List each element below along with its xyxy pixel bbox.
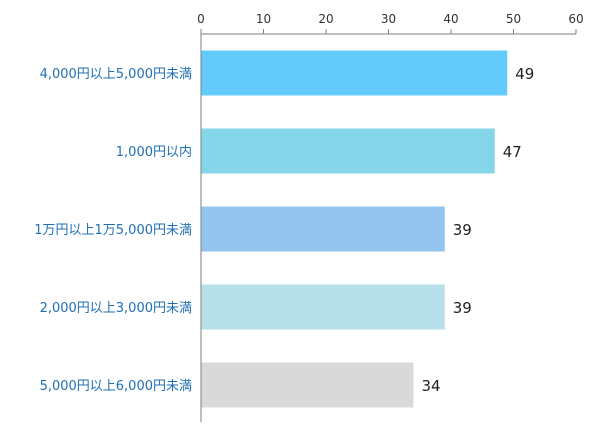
x-tick-label: 20 <box>318 12 333 26</box>
bar <box>201 206 445 252</box>
category-label: 1,000円以内 <box>116 144 192 160</box>
x-tick-label: 30 <box>381 12 396 26</box>
labels: 4,000円以上5,000円未満 49 1,000円以内 47 1万円以上1万5,000… <box>34 65 534 395</box>
bar <box>201 50 508 96</box>
category-label: 1万円以上1万5,000円未満 <box>34 223 192 238</box>
bars <box>201 50 508 408</box>
data-label: 39 <box>453 221 472 239</box>
data-label: 34 <box>422 377 441 395</box>
data-label: 47 <box>503 143 522 161</box>
x-tick-label: 0 <box>197 12 205 26</box>
data-label: 39 <box>453 299 472 317</box>
bar <box>201 284 445 330</box>
bar <box>201 128 495 174</box>
x-tick-label: 40 <box>443 12 458 26</box>
category-label: 5,000円以上6,000円未満 <box>40 379 192 394</box>
bar <box>201 362 414 408</box>
category-label: 4,000円以上5,000円未満 <box>40 67 192 82</box>
data-label: 49 <box>515 65 534 83</box>
category-label: 2,000円以上3,000円未満 <box>40 301 192 316</box>
x-tick-label: 10 <box>256 12 271 26</box>
x-tick-label: 60 <box>568 12 583 26</box>
x-axis: 0 10 20 30 40 50 60 <box>197 12 584 422</box>
x-tick-label: 50 <box>506 12 521 26</box>
